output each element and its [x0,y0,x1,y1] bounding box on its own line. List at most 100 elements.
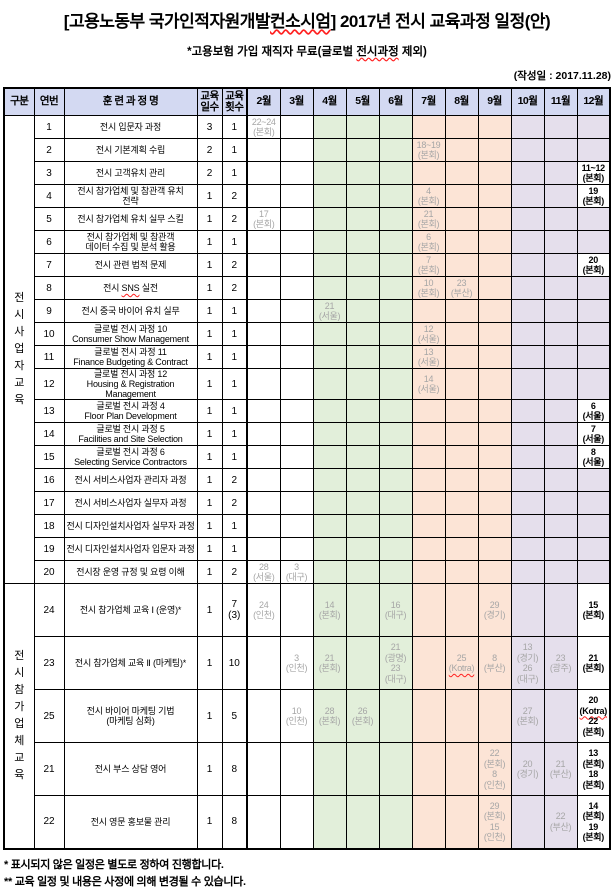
schedule-cell [246,422,281,446]
schedule-cell [345,253,380,277]
schedule-cell [477,161,512,185]
training-count-cell: 1 [221,138,248,162]
schedule-cell [477,445,512,469]
schedule-cell [510,345,545,369]
schedule-cell [411,115,446,139]
course-name-cell: 글로벌 전시 과정 5 Facilities and Site Selection [63,422,198,446]
schedule-cell: 20 (경기) [510,742,545,796]
schedule-cell [543,276,578,300]
schedule-cell [411,422,446,446]
training-count-cell: 1 [221,445,248,469]
header-row: 구분 연번 훈 련 과 정 명 교육 일수 교육 횟수 2월 3월 4월 5월 6월 7월 8월… [3,87,611,116]
footnote-2: ** 교육 일정 및 내용은 사정에 의해 변경될 수 있습니다. [4,875,246,888]
schedule-cell [312,742,347,796]
schedule-cell [444,322,479,346]
training-count-cell: 8 [221,742,248,796]
schedule-cell [378,537,413,561]
schedule-cell [510,468,545,492]
schedule-cell [477,115,512,139]
schedule-cell [246,537,281,561]
training-days-cell: 1 [196,345,223,369]
schedule-cell: 23 (부산) [444,276,479,300]
training-days-cell: 1 [196,795,223,849]
schedule-cell [279,368,314,400]
schedule-cell [279,399,314,423]
training-days-cell: 1 [196,207,223,231]
schedule-cell [444,115,479,139]
course-name-cell: 전시 관련 법적 문제 [63,253,198,277]
schedule-cell [312,468,347,492]
schedule-cell [510,514,545,538]
schedule-cell [246,399,281,423]
schedule-cell [279,514,314,538]
schedule-cell [543,322,578,346]
schedule-cell [246,689,281,743]
training-count-cell: 1 [221,537,248,561]
schedule-cell [543,184,578,208]
row-number-cell: 2 [33,138,65,162]
schedule-cell [312,161,347,185]
schedule-cell [312,368,347,400]
footnotes: * 표시되지 않은 일정은 별도로 정하여 진행합니다. ** 교육 일정 및 … [4,857,614,891]
schedule-cell [477,276,512,300]
schedule-cell: 14 (서울) [411,368,446,400]
schedule-cell: 15 (본회) [576,583,611,637]
schedule-cell [345,161,380,185]
schedule-cell [411,560,446,584]
course-name-cell: 전시 입문자 과정 [63,115,198,139]
schedule-cell [378,742,413,796]
schedule-cell [510,161,545,185]
schedule-cell [246,795,281,849]
schedule-cell [246,276,281,300]
schedule-cell [345,583,380,637]
row-number-cell: 20 [33,560,65,584]
schedule-cell: 11~12 (본회) [576,161,611,185]
col-header-month: 10월 [510,87,545,116]
schedule-cell [246,161,281,185]
schedule-cell: 27 (본회) [510,689,545,743]
training-count-cell: 1 [221,345,248,369]
schedule-cell [345,299,380,323]
training-days-cell: 1 [196,636,223,690]
schedule-cell [477,399,512,423]
schedule-cell [246,345,281,369]
schedule-cell [411,299,446,323]
schedule-cell [543,253,578,277]
row-number-cell: 7 [33,253,65,277]
schedule-cell [576,537,611,561]
schedule-cell [477,560,512,584]
table-row: 11 글로벌 전시 과정 11 Finance Budgeting & Contra… [4,345,611,369]
schedule-cell [345,514,380,538]
schedule-cell [345,560,380,584]
training-count-cell: 1 [221,322,248,346]
table-row: 전 시 사 업 자 교 육 1 전시 입문자 과정 3 1 22~24 (본회) [3,115,611,584]
schedule-cell [378,795,413,849]
training-days-cell: 1 [196,491,223,515]
training-days-cell: 1 [196,560,223,584]
col-header-month: 8월 [444,87,479,116]
row-number-cell: 13 [33,399,65,423]
schedule-cell [576,491,611,515]
schedule-cell [477,422,512,446]
table-row: 12 글로벌 전시 과정 12 Housing & Registration Mana… [4,368,611,400]
table-row: 20 전시장 운영 규정 및 요령 이해 1 2 28 (서울) 3 (대구) [4,560,611,584]
row-number-cell: 11 [33,345,65,369]
schedule-cell [444,184,479,208]
col-header-gubun: 구분 [3,87,35,116]
schedule-cell: 22 (부산) [543,795,578,849]
schedule-cell [246,742,281,796]
schedule-cell [279,184,314,208]
schedule-cell: 16 (대구) [378,583,413,637]
schedule-cell [345,468,380,492]
row-number-cell: 25 [33,689,65,743]
training-days-cell: 1 [196,468,223,492]
training-days-cell: 1 [196,276,223,300]
schedule-cell [477,138,512,162]
table-row: 8 전시 SNS 실전 1 2 10 (본회) 23 (부산) [4,276,611,300]
training-count-cell: 2 [221,184,248,208]
schedule-cell [279,537,314,561]
course-name-cell: 전시 서비스사업자 실무자 과정 [63,491,198,515]
schedule-cell [411,445,446,469]
